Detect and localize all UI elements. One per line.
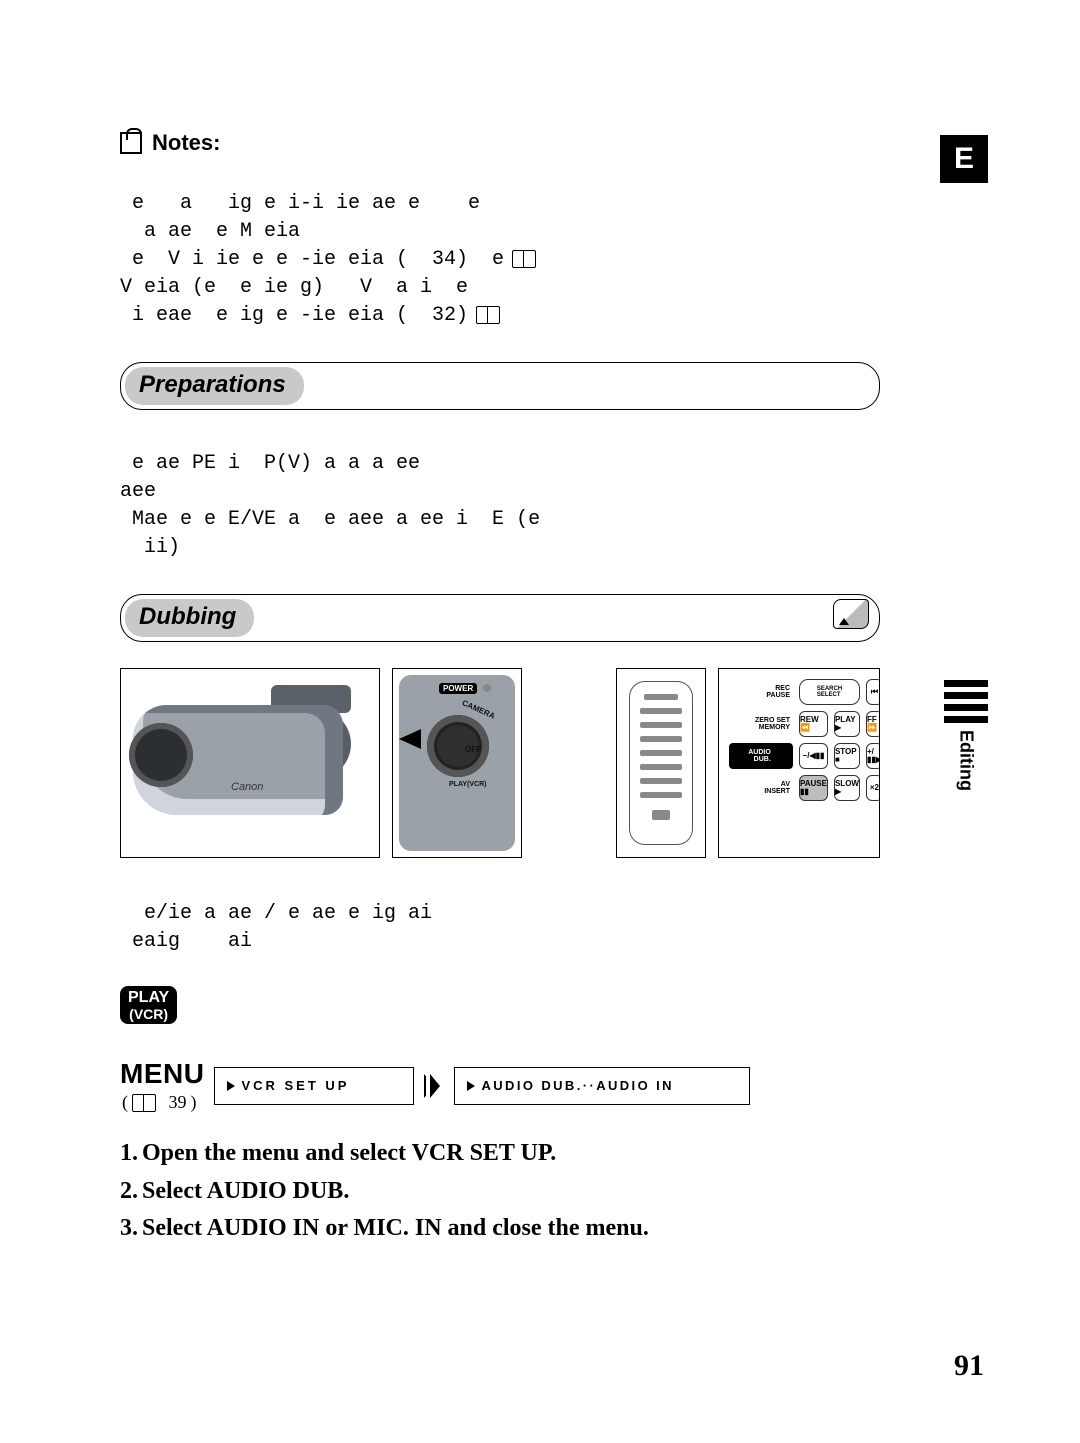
memory-card-icon (833, 599, 869, 629)
remote-grid: REC PAUSE SEARCH SELECT ⏮ ⏭ ZERO SET MEM… (729, 679, 869, 847)
step-text: Open the menu and select VCR SET UP. (142, 1140, 556, 1166)
power-label: POWER (439, 683, 477, 694)
menu-word: MENU (120, 1058, 204, 1090)
figure-remote-detail: REC PAUSE SEARCH SELECT ⏮ ⏭ ZERO SET MEM… (718, 668, 880, 858)
remote-row (640, 792, 682, 798)
page-number: 91 (954, 1349, 984, 1383)
step-text: Select AUDIO IN or MIC. IN and close the… (142, 1215, 649, 1241)
menu-path-level2: AUDIO DUB.··AUDIO IN (454, 1067, 750, 1105)
prep-line: e ae PE i P(V) a a a ee (120, 452, 420, 475)
dial-label-playvcr: PLAY(VCR) (449, 781, 486, 788)
side-tab-editing: Editing (944, 680, 988, 791)
remote-row (640, 764, 682, 770)
menu-vcr-setup: VCR SET UP (241, 1078, 349, 1093)
dubbing-caption: e/ie a ae / e ae e ig ai eaig ai (120, 872, 990, 956)
caption-line: e/ie a ae / e ae e ig ai (120, 902, 432, 925)
camcorder-brand: Canon (231, 781, 263, 793)
figure-camcorder: Canon (120, 668, 380, 858)
camcorder-lens (129, 723, 193, 787)
remote-label-audio-dub: AUDIO DUB. (729, 743, 793, 769)
play-vcr-badge: PLAY (VCR) (120, 986, 177, 1024)
preparations-body: e ae PE i P(V) a a a ee aee Mae e e E/VE… (120, 422, 990, 562)
notes-body: e a ig e i-i ie ae e e a ae e M eia e V … (120, 162, 990, 330)
figure-power-dial: POWER CAMERA OFF PLAY(VCR) (392, 668, 522, 858)
remote-play-button: PLAY ▶ (834, 711, 860, 737)
remote-row (652, 810, 670, 820)
remote-row (640, 708, 682, 714)
section-title: Preparations (125, 367, 304, 405)
lock-notes-icon (120, 132, 142, 154)
remote-prev-button: ⏮ (866, 679, 880, 705)
remote-frame-back-button: −/◀▮▮ (799, 743, 828, 769)
notes-line: i eae e ig e -ie eia ( 32) (120, 304, 468, 327)
remote-pause-button: PAUSE ▮▮ (799, 775, 828, 801)
play-vcr-line1: PLAY (128, 989, 169, 1006)
step-1: 1.Open the menu and select VCR SET UP. (120, 1135, 990, 1172)
remote-label-av-insert: AV INSERT (729, 775, 793, 801)
play-vcr-line2: (VCR) (128, 1007, 169, 1022)
dial-pointer-arrow-icon (399, 729, 421, 749)
power-led-icon (483, 684, 491, 692)
menu-path-level1: VCR SET UP (214, 1067, 414, 1105)
manual-ref-icon (476, 306, 500, 324)
remote-row (644, 694, 678, 700)
remote-row (640, 736, 682, 742)
figure-remote-overview (616, 668, 706, 858)
remote-stop-button: STOP ■ (834, 743, 860, 769)
remote-search-select: SEARCH SELECT (799, 679, 860, 705)
figure-gap (534, 668, 604, 858)
remote-label-rec-pause: REC PAUSE (729, 679, 793, 705)
remote-outline (629, 681, 693, 845)
remote-rew-button: REW ⏪ (799, 711, 828, 737)
step-3: 3.Select AUDIO IN or MIC. IN and close t… (120, 1210, 990, 1247)
caption-line: eaig ai (120, 930, 252, 953)
section-preparations: Preparations (120, 362, 880, 410)
notes-header: Notes: (120, 130, 990, 156)
menu-strip: MENU ( 39) VCR SET UP AUDIO DUB.··AUDIO … (120, 1058, 990, 1113)
prep-line: aee (120, 480, 156, 503)
manual-ref-icon (512, 250, 536, 268)
double-chevron-icon (424, 1074, 444, 1098)
prep-line: Mae e e E/VE a e aee a ee i E (e (120, 508, 540, 531)
notes-line: e V i ie e e -ie eia ( 34) e (120, 248, 504, 271)
prep-line: ii) (120, 536, 180, 559)
step-2: 2.Select AUDIO DUB. (120, 1173, 990, 1210)
menu-ref-page: 39 (169, 1092, 187, 1113)
menu-audio-dub: AUDIO DUB.··AUDIO IN (481, 1078, 673, 1093)
language-badge: E (940, 135, 988, 183)
remote-slow-button: SLOW ▶ (834, 775, 860, 801)
step-text: Select AUDIO DUB. (142, 1178, 349, 1204)
notes-line: V eia (e e ie g) V a i e (120, 276, 468, 299)
notes-line: a ae e M eia (120, 220, 300, 243)
skip-back-icon: ⏮ (871, 688, 878, 696)
remote-ff-button: FF ⏩ (866, 711, 880, 737)
right-triangle-icon (467, 1081, 475, 1091)
remote-row (640, 750, 682, 756)
notes-title: Notes: (152, 130, 220, 156)
section-title: Dubbing (125, 599, 254, 637)
remote-frame-fwd-button: +/▮▮▶ (866, 743, 880, 769)
section-dubbing: Dubbing (120, 594, 880, 642)
remote-x2-button: ×2 (866, 775, 880, 801)
remote-row (640, 722, 682, 728)
side-tab-label: Editing (956, 730, 977, 791)
right-triangle-icon (227, 1081, 235, 1091)
figure-row: Canon POWER CAMERA OFF PLAY(VCR) REC PAU… (120, 668, 880, 858)
steps-list: 1.Open the menu and select VCR SET UP. 2… (120, 1135, 990, 1247)
index-bars-icon (944, 680, 988, 724)
notes-line: e a ig e i-i ie ae e e (120, 192, 480, 215)
remote-row (640, 778, 682, 784)
menu-page-ref: ( 39) (122, 1092, 204, 1113)
remote-label-zeroset: ZERO SET MEMORY (729, 711, 793, 737)
manual-ref-icon (132, 1094, 156, 1112)
dial-label-off: OFF (465, 745, 481, 754)
